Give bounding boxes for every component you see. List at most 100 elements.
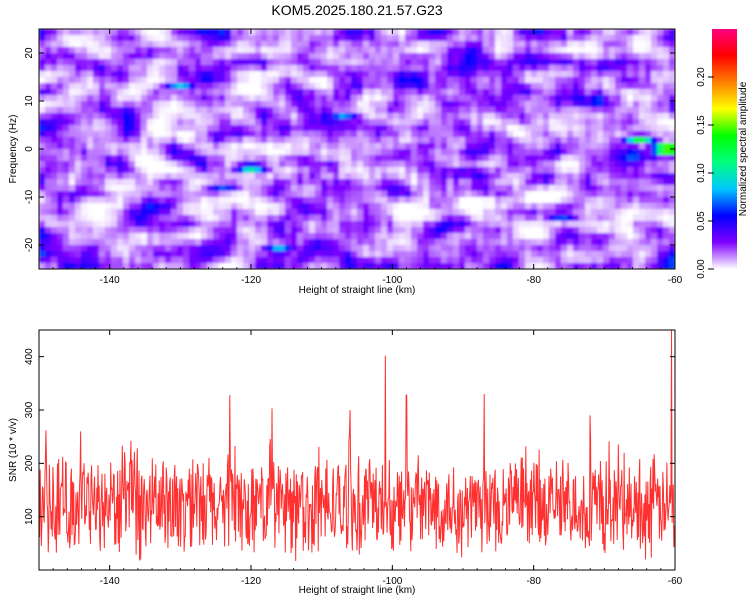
heatmap-cell — [387, 65, 394, 72]
heatmap-cell — [621, 107, 628, 114]
heatmap-cell — [63, 239, 70, 246]
heatmap-cell — [411, 215, 418, 222]
heatmap-cell — [651, 203, 658, 210]
heatmap-cell — [471, 137, 478, 144]
heatmap-cell — [315, 65, 322, 72]
heatmap-cell — [123, 221, 130, 228]
heatmap-cell — [489, 125, 496, 132]
heatmap-cell — [219, 251, 226, 258]
x-tick-label: -120 — [241, 576, 261, 587]
heatmap-cell — [357, 137, 364, 144]
heatmap-cell — [519, 107, 526, 114]
heatmap-cell — [423, 179, 430, 186]
heatmap-cell — [159, 209, 166, 216]
heatmap-cell — [195, 77, 202, 84]
heatmap-cell — [117, 251, 124, 258]
heatmap-cell — [603, 53, 610, 60]
heatmap-cell — [573, 71, 580, 78]
heatmap-cell — [501, 161, 508, 168]
heatmap-cell — [561, 227, 568, 234]
heatmap-cell — [411, 203, 418, 210]
heatmap-cell — [579, 203, 586, 210]
heatmap-cell — [309, 35, 316, 42]
heatmap-cell — [507, 53, 514, 60]
heatmap-cell — [351, 221, 358, 228]
heatmap-cell — [141, 29, 148, 36]
heatmap-cell — [39, 83, 46, 90]
heatmap-cell — [303, 131, 310, 138]
heatmap-cell — [543, 173, 550, 180]
heatmap-cell — [39, 215, 46, 222]
heatmap-cell — [261, 101, 268, 108]
heatmap-cell — [39, 233, 46, 240]
heatmap-cell — [165, 173, 172, 180]
heatmap-cell — [417, 179, 424, 186]
heatmap-cell — [555, 119, 562, 126]
heatmap-cell — [111, 65, 118, 72]
heatmap-cell — [285, 167, 292, 174]
heatmap-cell — [579, 257, 586, 264]
heatmap-cell — [531, 131, 538, 138]
x-tick-label: -100 — [382, 275, 402, 286]
heatmap-cell — [381, 191, 388, 198]
heatmap-cell — [45, 161, 52, 168]
heatmap-cell — [45, 149, 52, 156]
heatmap-cell — [255, 59, 262, 66]
heatmap-cell — [363, 83, 370, 90]
heatmap-cell — [621, 113, 628, 120]
heatmap-cell — [243, 95, 250, 102]
heatmap-cell — [417, 251, 424, 258]
heatmap-cell — [183, 59, 190, 66]
heatmap-cell — [375, 83, 382, 90]
heatmap-cell — [147, 263, 154, 269]
heatmap-cell — [75, 263, 82, 269]
heatmap-cell — [597, 233, 604, 240]
heatmap-cell — [291, 131, 298, 138]
heatmap-cell — [603, 185, 610, 192]
heatmap-cell — [483, 41, 490, 48]
heatmap-cell — [333, 83, 340, 90]
heatmap-cell — [459, 203, 466, 210]
heatmap-cell — [375, 137, 382, 144]
heatmap-cell — [123, 167, 130, 174]
heatmap-cell — [447, 197, 454, 204]
heatmap-cell — [147, 41, 154, 48]
heatmap-cell — [585, 29, 592, 36]
heatmap-cell — [555, 59, 562, 66]
heatmap-cell — [135, 257, 142, 264]
heatmap-cell — [75, 221, 82, 228]
heatmap-cell — [291, 71, 298, 78]
heatmap-cell — [87, 209, 94, 216]
heatmap-cell — [609, 263, 616, 269]
heatmap-cell — [453, 41, 460, 48]
heatmap-cell — [489, 53, 496, 60]
heatmap-cell — [333, 71, 340, 78]
heatmap-cell — [405, 155, 412, 162]
heatmap-cell — [243, 77, 250, 84]
heatmap-cell — [243, 101, 250, 108]
heatmap-cell — [513, 245, 520, 252]
heatmap-cell — [57, 95, 64, 102]
heatmap-cell — [333, 41, 340, 48]
heatmap-cell — [171, 245, 178, 252]
heatmap-cell — [417, 239, 424, 246]
heatmap-cell — [579, 125, 586, 132]
heatmap-cell — [177, 77, 184, 84]
heatmap-cell — [69, 215, 76, 222]
heatmap-cell — [393, 221, 400, 228]
heatmap-cell — [573, 119, 580, 126]
heatmap-cell — [519, 89, 526, 96]
heatmap-cell — [489, 113, 496, 120]
heatmap-cell — [351, 65, 358, 72]
heatmap-cell — [189, 83, 196, 90]
heatmap-cell — [111, 227, 118, 234]
heatmap-cell — [273, 89, 280, 96]
heatmap-cell — [261, 137, 268, 144]
heatmap-cell — [57, 89, 64, 96]
heatmap-cell — [165, 203, 172, 210]
heatmap-cell — [327, 41, 334, 48]
heatmap-cell — [645, 65, 652, 72]
heatmap-cell — [111, 131, 118, 138]
heatmap-cell — [213, 29, 220, 36]
heatmap-cell — [279, 221, 286, 228]
